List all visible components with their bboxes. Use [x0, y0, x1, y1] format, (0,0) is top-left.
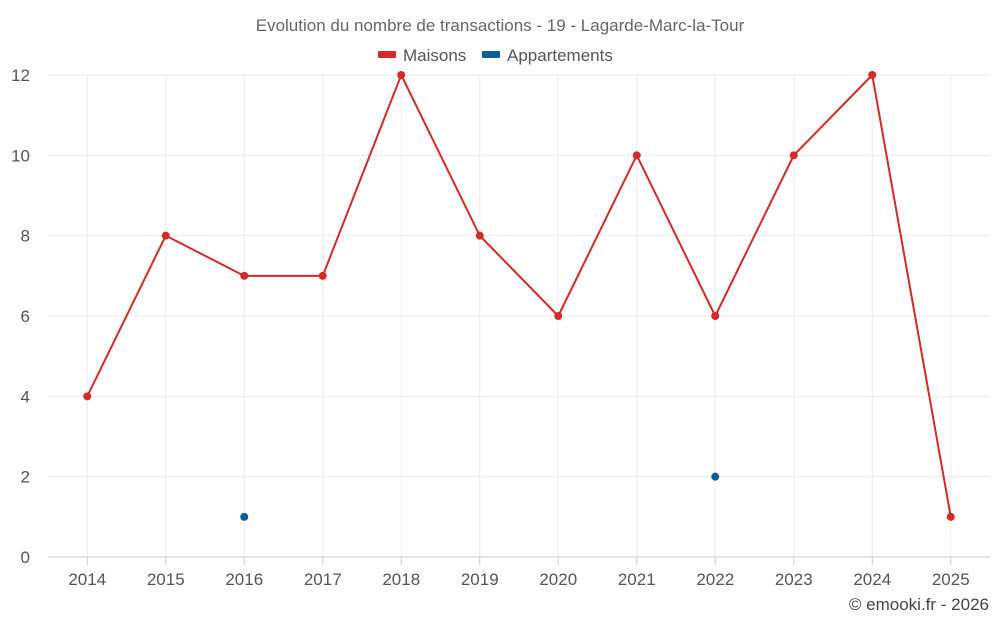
gridlines: [48, 74, 990, 557]
x-tick-label: 2025: [932, 570, 970, 589]
x-tick-label: 2014: [68, 570, 106, 589]
y-tick-label: 8: [21, 227, 30, 246]
y-tick-label: 10: [11, 146, 30, 165]
x-tick-label: 2017: [304, 570, 342, 589]
x-tick-label: 2015: [147, 570, 185, 589]
data-point-maisons-2019[interactable]: [475, 231, 484, 240]
data-point-maisons-2020[interactable]: [554, 312, 563, 320]
y-tick-label: 0: [21, 548, 30, 567]
x-tick-label: 2022: [696, 570, 734, 589]
x-tick-label: 2020: [539, 570, 577, 589]
data-point-maisons-2014[interactable]: [83, 392, 92, 401]
legend-label-appartements[interactable]: Appartements: [507, 46, 613, 65]
data-point-maisons-2025[interactable]: [946, 512, 955, 521]
y-axis: 0 2 4 6 8 10 12: [11, 66, 30, 567]
x-tick-label: 2021: [618, 570, 656, 589]
data-point-maisons-2017[interactable]: [318, 271, 327, 280]
legend-label-maisons[interactable]: Maisons: [403, 46, 466, 65]
data-point-maisons-2016[interactable]: [240, 271, 249, 280]
data-point-maisons-2023[interactable]: [789, 151, 798, 160]
data-point-maisons-2021[interactable]: [632, 151, 641, 160]
legend-swatch-maisons[interactable]: [378, 51, 396, 58]
y-tick-label: 4: [21, 387, 30, 406]
data-point-maisons-2015[interactable]: [161, 231, 170, 240]
data-point-appartements-2016[interactable]: [240, 512, 249, 521]
x-tick-label: 2018: [382, 570, 420, 589]
data-point-maisons-2024[interactable]: [868, 71, 877, 79]
x-tick-label: 2016: [225, 570, 263, 589]
credit-text: © emooki.fr - 2026: [849, 595, 989, 614]
x-axis: 2014 2015 2016 2017 2018 2019 2020 2021 2022 2023…: [48, 556, 990, 589]
y-tick-label: 2: [21, 468, 30, 487]
data-point-maisons-2022[interactable]: [711, 312, 720, 320]
x-tick-label: 2019: [461, 570, 499, 589]
series-layer: [83, 71, 955, 521]
data-point-appartements-2022[interactable]: [711, 472, 720, 481]
data-point-maisons-2018[interactable]: [397, 71, 406, 79]
legend: Maisons Appartements: [378, 46, 613, 65]
legend-swatch-appartements[interactable]: [482, 51, 500, 58]
series-maisons: [83, 71, 955, 521]
y-tick-label: 12: [11, 66, 30, 85]
series-line-maisons: [86, 74, 952, 518]
chart-title: Evolution du nombre de transactions - 19…: [256, 16, 745, 35]
x-tick-label: 2023: [775, 570, 813, 589]
y-tick-label: 6: [21, 307, 30, 326]
series-appartements: [240, 472, 720, 521]
x-tick-label: 2024: [853, 570, 891, 589]
